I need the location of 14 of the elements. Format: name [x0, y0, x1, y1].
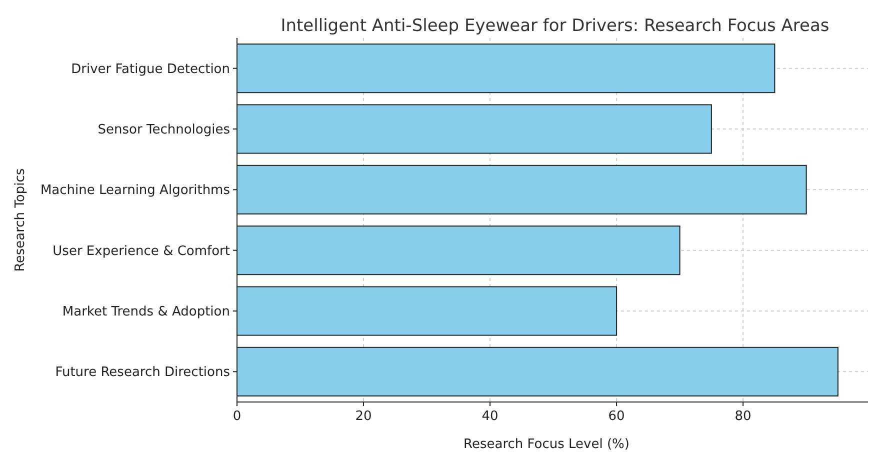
y-tick-label: Market Trends & Adoption — [62, 304, 230, 320]
x-tick-label: 0 — [232, 409, 242, 424]
x-tick-label: 80 — [734, 409, 752, 424]
y-tick-label: Sensor Technologies — [98, 122, 230, 138]
x-axis-title: Research Focus Level (%) — [464, 437, 630, 452]
y-tick-label: User Experience & Comfort — [52, 244, 230, 259]
y-tick-label: Machine Learning Algorithms — [40, 183, 230, 198]
x-tick-label: 40 — [482, 409, 498, 424]
y-axis-title: Research Topics — [13, 168, 28, 272]
x-tick-label: 60 — [608, 409, 625, 424]
chart-title: Intelligent Anti-Sleep Eyewear for Drivers: Research Focus Areas — [280, 16, 830, 36]
y-tick-label: Future Research Directions — [55, 365, 230, 380]
y-tick-label: Driver Fatigue Detection — [71, 62, 230, 77]
x-tick-label: 20 — [355, 409, 372, 424]
